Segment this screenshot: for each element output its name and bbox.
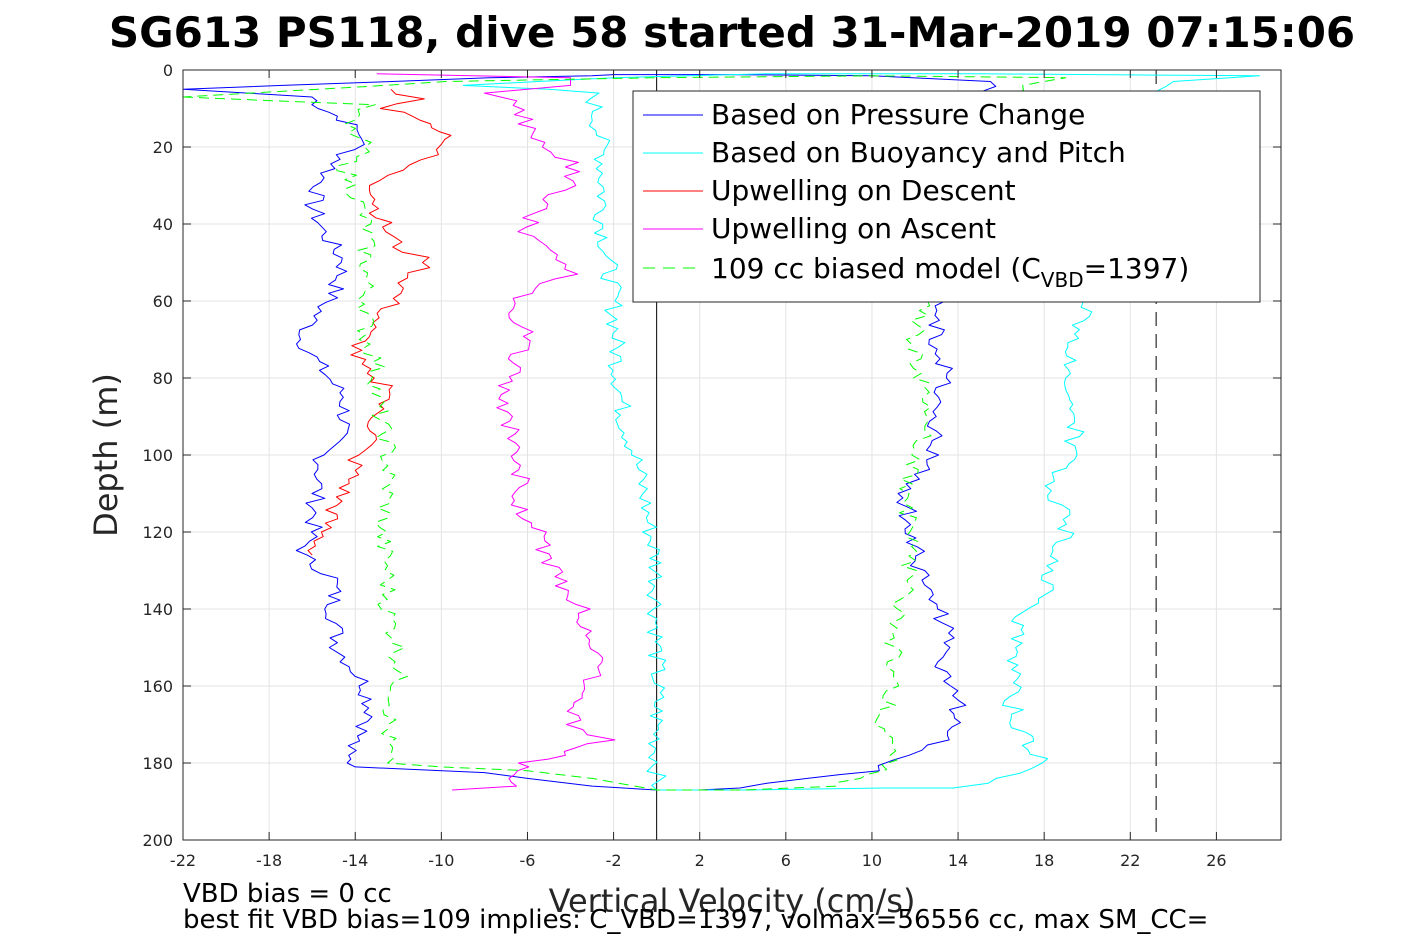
series-line-upwelling-descent	[307, 88, 452, 556]
y-tick-label: 140	[142, 600, 173, 619]
x-tick-label: 18	[1034, 851, 1054, 870]
legend-label-descent: Upwelling on Descent	[711, 174, 1016, 207]
y-tick-label: 200	[142, 831, 173, 850]
x-tick-label: -10	[428, 851, 454, 870]
x-tick-label: 6	[781, 851, 791, 870]
x-tick-label: 22	[1120, 851, 1140, 870]
y-tick-label: 100	[142, 446, 173, 465]
y-tick-label: 0	[163, 61, 173, 80]
y-axis-label: Depth (m)	[87, 373, 125, 537]
x-tick-label: 14	[948, 851, 968, 870]
legend-label-model: 109 cc biased model (CVBD=1397)	[711, 252, 1189, 292]
legend-label-model-prefix: 109 cc biased model (C	[711, 252, 1041, 285]
axis-ticks: -22 -18 -14 -10 -6 -2 2 6 10 14 18 22 26020406080100…	[142, 61, 1281, 870]
legend-label-pressure: Based on Pressure Change	[711, 98, 1085, 131]
legend-label-ascent: Upwelling on Ascent	[711, 212, 996, 245]
y-tick-label: 20	[153, 138, 173, 157]
x-tick-label: -6	[519, 851, 535, 870]
x-axis-label: Vertical Velocity (cm/s)	[549, 882, 916, 920]
y-tick-label: 180	[142, 754, 173, 773]
best-fit-note: best fit VBD bias=109 implies: C_VBD=139…	[183, 905, 1208, 935]
legend-label-buoyancy: Based on Buoyancy and Pitch	[711, 136, 1126, 169]
y-tick-label: 120	[142, 523, 173, 542]
y-tick-label: 60	[153, 292, 173, 311]
x-tick-label: 10	[862, 851, 882, 870]
series-line-upwelling-ascent	[376, 73, 616, 791]
y-tick-label: 160	[142, 677, 173, 696]
y-tick-label: 40	[153, 215, 173, 234]
x-tick-label: -18	[256, 851, 282, 870]
y-tick-label: 80	[153, 369, 173, 388]
legend-label-model-suffix: =1397)	[1084, 252, 1190, 285]
vbd-bias-note: VBD bias = 0 cc	[183, 879, 392, 909]
legend: Based on Pressure Change Based on Buoyan…	[632, 90, 1261, 303]
x-tick-label: 26	[1206, 851, 1226, 870]
legend-label-model-sub: VBD	[1041, 268, 1084, 292]
x-tick-label: 2	[695, 851, 705, 870]
x-tick-label: -14	[342, 851, 368, 870]
x-tick-label: -2	[606, 851, 622, 870]
chart-title: SG613 PS118, dive 58 started 31-Mar-2019…	[109, 8, 1355, 57]
x-tick-label: -22	[170, 851, 196, 870]
legend-box	[632, 90, 1261, 303]
